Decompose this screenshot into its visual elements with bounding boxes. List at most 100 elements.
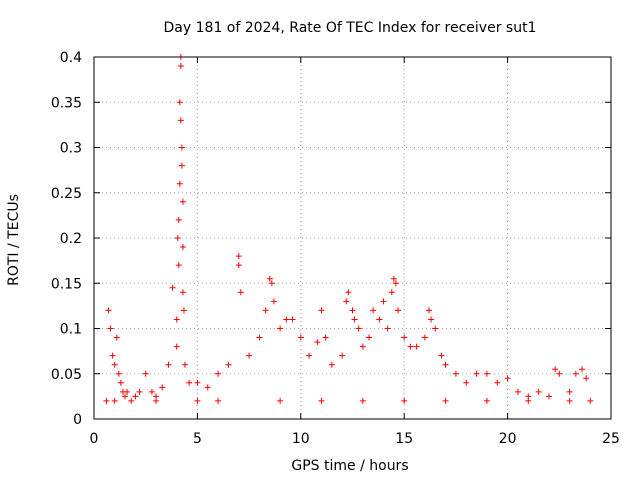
data-point	[215, 370, 222, 377]
x-tick-label: 5	[193, 431, 202, 447]
data-point	[359, 343, 366, 350]
data-point	[113, 334, 120, 341]
data-point	[306, 352, 313, 359]
data-point	[473, 370, 480, 377]
data-point	[117, 379, 124, 386]
data-point	[204, 384, 211, 391]
data-point	[136, 388, 143, 395]
data-point	[535, 388, 542, 395]
data-point	[289, 316, 296, 323]
y-tick-label: 0.1	[60, 322, 82, 338]
data-point	[237, 289, 244, 296]
x-tick-label: 0	[90, 431, 99, 447]
ticks-layer: 0 5 10 15 20 25 0 0.05 0.1 0.15 0.2 0.25 0.3 0.35 0.4	[51, 50, 620, 447]
data-point	[111, 361, 118, 368]
data-point	[215, 397, 222, 404]
data-point	[194, 397, 201, 404]
data-point	[115, 370, 122, 377]
data-point	[124, 388, 131, 395]
data-point	[103, 397, 110, 404]
data-point	[111, 397, 118, 404]
data-point	[442, 361, 449, 368]
data-points-layer	[103, 54, 594, 404]
data-point	[109, 352, 116, 359]
data-point	[178, 144, 185, 151]
data-point	[283, 316, 290, 323]
data-point	[173, 343, 180, 350]
data-point	[394, 307, 401, 314]
data-point	[566, 388, 573, 395]
data-point	[277, 325, 284, 332]
data-point	[122, 393, 129, 400]
data-point	[343, 298, 350, 305]
data-point	[370, 307, 377, 314]
grid-layer	[94, 57, 611, 419]
data-point	[359, 397, 366, 404]
data-point	[314, 339, 321, 346]
data-point	[176, 180, 183, 187]
data-point	[177, 63, 184, 70]
data-point	[566, 397, 573, 404]
data-point	[175, 216, 182, 223]
y-tick-label: 0.15	[51, 276, 82, 292]
data-point	[128, 397, 135, 404]
data-point	[525, 397, 532, 404]
data-point	[413, 343, 420, 350]
y-tick-label: 0.25	[51, 186, 82, 202]
data-point	[142, 370, 149, 377]
data-point	[366, 334, 373, 341]
data-point	[587, 397, 594, 404]
data-point	[380, 298, 387, 305]
data-point	[401, 397, 408, 404]
data-point	[173, 316, 180, 323]
data-point	[225, 361, 232, 368]
data-point	[169, 284, 176, 291]
data-point	[514, 388, 521, 395]
data-point	[345, 289, 352, 296]
data-point	[179, 289, 186, 296]
y-tick-label: 0.2	[60, 231, 82, 247]
data-point	[392, 280, 399, 287]
data-point	[177, 117, 184, 124]
data-point	[438, 352, 445, 359]
data-point	[181, 361, 188, 368]
data-point	[376, 316, 383, 323]
data-point	[442, 397, 449, 404]
data-point	[388, 289, 395, 296]
data-point	[186, 379, 193, 386]
data-point	[148, 388, 155, 395]
data-point	[421, 334, 428, 341]
data-point	[322, 334, 329, 341]
data-point	[318, 397, 325, 404]
data-point	[153, 397, 160, 404]
data-point	[407, 343, 414, 350]
data-point	[176, 99, 183, 106]
data-point	[180, 307, 187, 314]
data-point	[132, 393, 139, 400]
y-tick-label: 0.05	[51, 367, 82, 383]
y-tick-label: 0.4	[60, 50, 82, 66]
data-point	[328, 361, 335, 368]
data-point	[178, 162, 185, 169]
data-point	[463, 379, 470, 386]
data-point	[246, 352, 253, 359]
data-point	[572, 370, 579, 377]
data-point	[318, 307, 325, 314]
data-point	[270, 298, 277, 305]
y-tick-label: 0.3	[60, 141, 82, 157]
data-point	[432, 325, 439, 332]
data-point	[390, 275, 397, 282]
data-point	[179, 198, 186, 205]
data-point	[165, 361, 172, 368]
x-tick-label: 25	[602, 431, 620, 447]
data-point	[483, 370, 490, 377]
data-point	[545, 393, 552, 400]
data-point	[107, 325, 114, 332]
y-axis-label: ROTI / TECUs	[6, 194, 22, 286]
data-point	[583, 375, 590, 382]
data-point	[194, 379, 201, 386]
data-point	[552, 366, 559, 373]
data-point	[266, 275, 273, 282]
data-point	[339, 352, 346, 359]
data-point	[235, 253, 242, 260]
